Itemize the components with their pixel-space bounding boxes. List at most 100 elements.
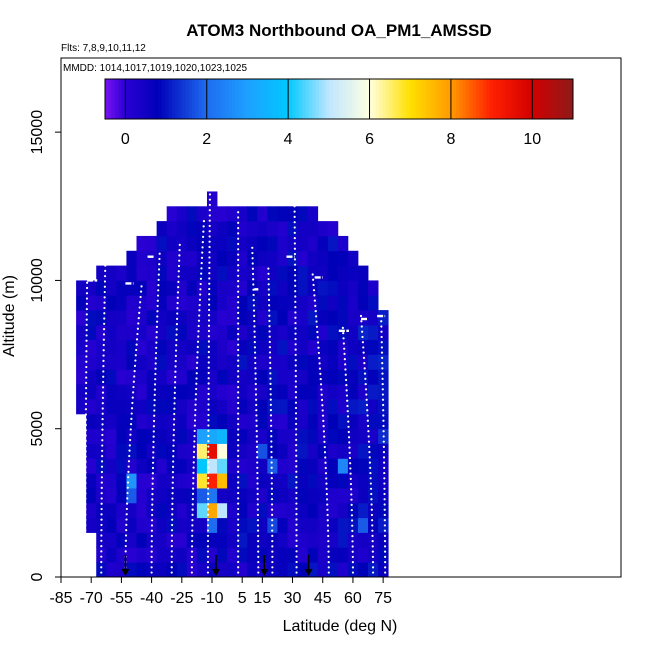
heatmap-cell: [327, 235, 339, 252]
track-point: [176, 291, 180, 294]
track-point: [237, 502, 240, 505]
heatmap-cell: [206, 428, 218, 444]
track-point: [347, 420, 350, 423]
track-point: [323, 435, 326, 438]
track-point: [371, 540, 374, 543]
track-point: [383, 550, 387, 553]
track-point: [206, 545, 210, 548]
track-point: [127, 460, 131, 463]
heatmap-cell: [166, 399, 178, 415]
heatmap-cell: [166, 235, 178, 252]
track-point: [348, 441, 351, 444]
track-point: [271, 534, 274, 537]
track-point: [207, 476, 210, 480]
track-point: [270, 482, 273, 485]
colorbar-swatch: [211, 79, 216, 119]
track-point: [237, 253, 240, 256]
track-point: [383, 519, 386, 522]
heatmap-cell: [227, 547, 238, 563]
heatmap-cell: [166, 384, 178, 400]
track-point: [84, 450, 87, 453]
heatmap-cell: [247, 369, 258, 385]
heatmap-cell: [106, 384, 117, 400]
track-point: [346, 404, 349, 408]
track-point: [126, 491, 129, 495]
heatmap-cell: [267, 413, 278, 430]
heatmap-cell: [156, 295, 168, 311]
track-point: [207, 434, 210, 438]
heatmap-cell: [287, 517, 298, 533]
track-point: [208, 224, 211, 228]
track-point: [171, 465, 175, 468]
track-point: [133, 370, 136, 373]
track-point: [100, 518, 103, 521]
heatmap-cell: [307, 310, 319, 326]
track-point: [130, 407, 134, 410]
heatmap-cell: [347, 354, 359, 370]
track-point: [103, 312, 106, 315]
colorbar-swatch: [425, 79, 430, 119]
colorbar-swatch: [349, 79, 353, 119]
heatmap-cell: [337, 384, 349, 400]
track-point: [208, 193, 212, 196]
heatmap-cell: [156, 354, 168, 370]
heatmap-cell: [86, 339, 97, 355]
heatmap-cell: [126, 413, 137, 430]
dates-note: MMDD: 1014,1017,1019,1020,1023,1025: [63, 63, 247, 74]
heatmap-cell: [146, 384, 158, 400]
heatmap-cell: [86, 369, 97, 385]
heatmap-cell: [136, 235, 147, 252]
track-point: [345, 389, 348, 392]
track-point: [199, 288, 202, 291]
track-point: [84, 566, 87, 569]
track-point: [294, 300, 297, 303]
x-axis-label: Latitude (deg N): [283, 618, 398, 635]
colorbar-swatch: [369, 79, 373, 119]
x-tick-label: 45: [314, 590, 332, 607]
track-point: [170, 560, 173, 564]
track-point: [190, 571, 193, 574]
track-point: [100, 550, 103, 553]
track-point: [294, 279, 297, 282]
track-point: [155, 320, 159, 323]
heatmap-cell: [277, 413, 288, 430]
heatmap-cell: [136, 280, 147, 296]
track-point: [175, 317, 179, 320]
track-point: [382, 403, 385, 407]
track-point: [371, 560, 375, 564]
track-point: [360, 325, 363, 328]
track-point: [351, 550, 354, 553]
track-point: [382, 445, 385, 448]
track-point: [381, 367, 384, 370]
track-point: [342, 331, 345, 335]
heatmap-cell: [317, 458, 329, 474]
track-point: [102, 370, 105, 373]
heatmap-cell: [237, 339, 248, 355]
heatmap-cell: [146, 562, 158, 578]
heatmap-cell: [327, 310, 339, 326]
track-point: [200, 256, 204, 259]
track-point: [150, 561, 153, 564]
track-point: [255, 409, 258, 412]
colorbar-swatch: [409, 79, 414, 119]
track-point: [270, 440, 273, 443]
track-point: [237, 258, 240, 262]
track-point: [170, 539, 174, 542]
track-point: [208, 272, 211, 275]
track-point: [85, 387, 88, 390]
heatmap-cell: [267, 221, 278, 237]
track-point: [207, 361, 210, 364]
track-point: [293, 221, 296, 224]
track-point: [170, 566, 173, 569]
heatmap-cell: [327, 562, 339, 578]
track-point: [295, 428, 298, 431]
track-point: [177, 280, 180, 283]
track-point: [351, 524, 354, 527]
track-point: [138, 311, 141, 314]
track-point: [206, 539, 210, 543]
track-point: [348, 456, 352, 460]
track-point: [271, 571, 274, 574]
heatmap-cell: [176, 517, 188, 533]
track-point: [208, 293, 211, 296]
track-point: [175, 333, 178, 336]
